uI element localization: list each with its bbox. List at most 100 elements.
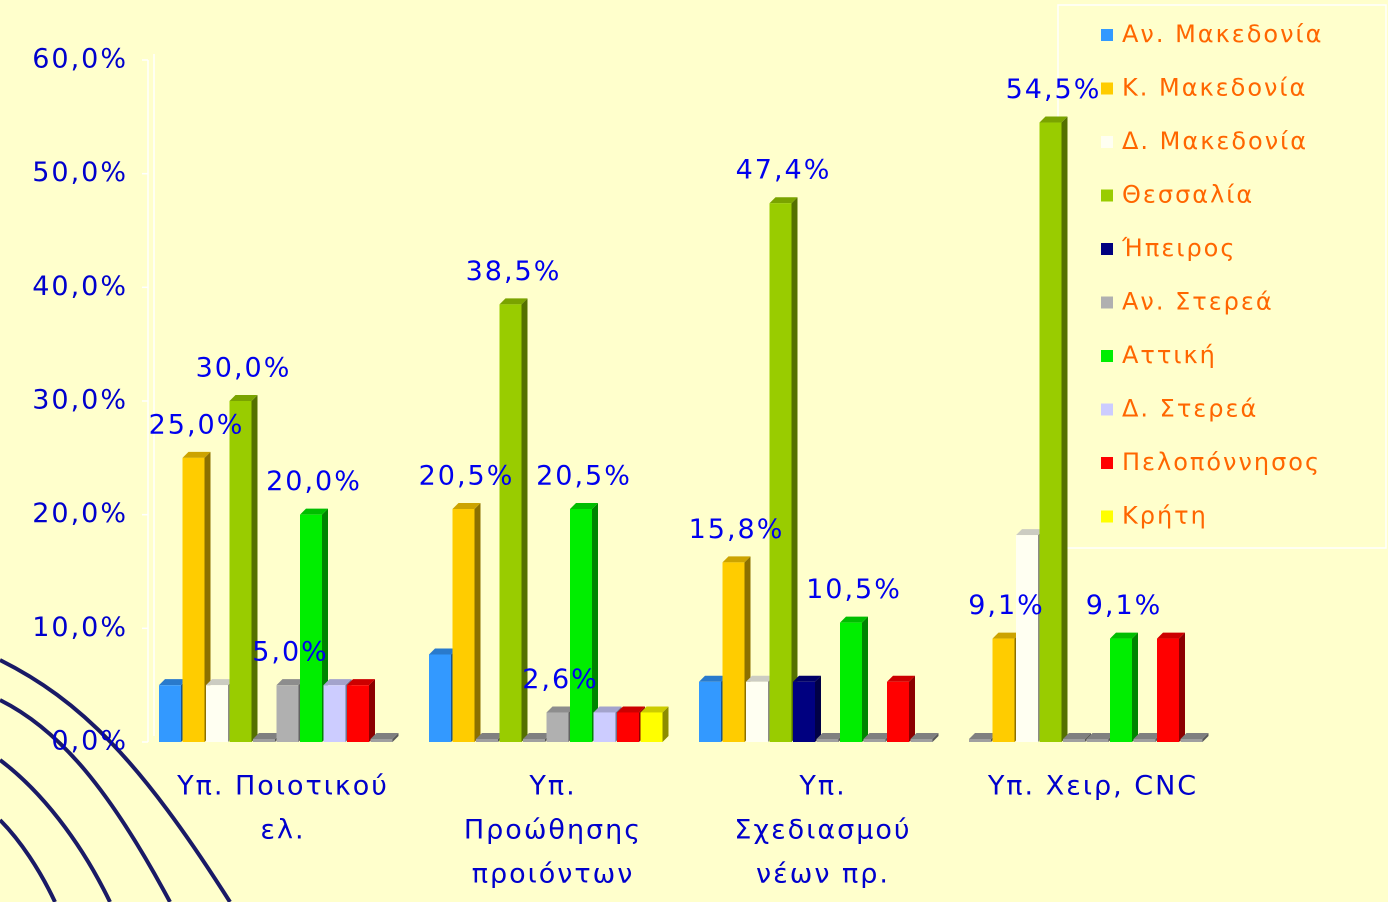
bar: [863, 739, 886, 742]
data-label: 30,0%: [196, 353, 292, 384]
bar: [229, 401, 252, 742]
bar: [640, 712, 663, 742]
data-label: 47,4%: [736, 155, 832, 186]
bar: [429, 654, 451, 742]
bar: [546, 712, 569, 742]
bar: [816, 739, 839, 742]
legend-label: Αν. Μακεδονία: [1122, 20, 1323, 48]
bar: [1180, 739, 1203, 742]
data-label: 9,1%: [1086, 590, 1163, 621]
bar-side: [662, 706, 669, 742]
bar: [1157, 638, 1179, 742]
legend-label: Ήπειρος: [1121, 234, 1236, 262]
bar-side: [932, 733, 939, 742]
legend-swatch: [1101, 403, 1113, 416]
data-label: 20,5%: [536, 460, 632, 491]
bar: [992, 638, 1015, 742]
legend-label: Δ. Μακεδονία: [1122, 127, 1308, 155]
bar-top: [452, 502, 481, 509]
bar-top: [793, 675, 821, 682]
data-label: 25,0%: [149, 409, 245, 440]
bar-top: [969, 733, 997, 739]
bar-side: [1061, 116, 1068, 743]
legend-swatch: [1101, 189, 1113, 202]
data-label: 5,0%: [252, 637, 329, 668]
bar: [969, 739, 991, 742]
bar-top: [476, 733, 504, 739]
bar: [182, 457, 205, 742]
y-tick-label: 50,0%: [32, 157, 128, 188]
x-tick-label: ελ.: [260, 815, 305, 846]
data-label: 10,5%: [806, 574, 902, 605]
bar: [1016, 535, 1038, 742]
bar: [746, 681, 768, 742]
bar-side: [392, 733, 399, 742]
bar-top: [347, 679, 375, 686]
x-tick-label: Υπ.: [798, 771, 846, 802]
bar: [840, 622, 862, 742]
bar-side: [204, 451, 211, 742]
x-tick-label: Υπ. Χειρ, CNC: [987, 771, 1198, 802]
bar-top: [769, 197, 798, 204]
bar-top: [1039, 116, 1068, 123]
bar: [699, 681, 721, 742]
y-tick-label: 60,0%: [32, 44, 128, 75]
bar-top: [206, 679, 234, 686]
bar: [499, 304, 522, 742]
bar: [1110, 638, 1132, 742]
x-tick-label: Προώθησης: [464, 815, 642, 846]
data-label: 2,6%: [522, 664, 599, 695]
y-tick-label: 0,0%: [51, 726, 128, 757]
legend-swatch: [1101, 510, 1113, 523]
bar-top: [159, 679, 187, 686]
data-label: 15,8%: [689, 514, 785, 545]
bar: [769, 203, 792, 743]
bar: [1039, 122, 1062, 743]
bar-top: [699, 675, 727, 682]
data-label: 38,5%: [466, 256, 562, 287]
bar-side: [862, 616, 868, 742]
bar: [370, 739, 393, 742]
bar: [159, 685, 181, 742]
bar-side: [592, 502, 598, 742]
bar-top: [640, 706, 669, 713]
bar: [452, 508, 475, 742]
data-label: 20,0%: [266, 466, 362, 497]
bar: [617, 712, 639, 742]
bar-top: [523, 733, 551, 739]
bar: [793, 681, 815, 742]
x-tick-label: Υπ. Ποιοτικού: [176, 771, 389, 802]
bar: [523, 739, 545, 742]
bar-top: [276, 679, 305, 686]
x-tick-label: Υπ.: [528, 771, 576, 802]
bar: [1063, 739, 1085, 742]
bar-side: [909, 675, 915, 742]
bar-top: [253, 733, 281, 739]
legend-label: Αττική: [1122, 341, 1217, 369]
bar: [476, 739, 498, 742]
bar: [347, 685, 369, 742]
y-tick-label: 40,0%: [32, 271, 128, 302]
legend-label: Θεσσαλία: [1122, 181, 1254, 209]
x-tick-label: νέων πρ.: [756, 859, 890, 890]
bar-side: [791, 197, 798, 743]
data-label: 54,5%: [1006, 74, 1102, 105]
bar-top: [1180, 733, 1209, 739]
bar: [253, 739, 275, 742]
bar-top: [617, 706, 645, 713]
bar: [1133, 739, 1156, 742]
bar-top: [1016, 529, 1044, 536]
bar-top: [887, 675, 915, 682]
bar-top: [593, 706, 622, 713]
bar: [887, 681, 909, 742]
legend-swatch: [1101, 350, 1113, 362]
bar-side: [815, 675, 821, 742]
bar-side: [1132, 632, 1138, 742]
bar-top: [1157, 632, 1185, 639]
bar-side: [251, 395, 258, 742]
data-label: 20,5%: [419, 460, 515, 491]
legend-label: Δ. Στερεά: [1122, 395, 1258, 423]
bar-top: [499, 298, 528, 305]
bar-top: [910, 733, 939, 739]
